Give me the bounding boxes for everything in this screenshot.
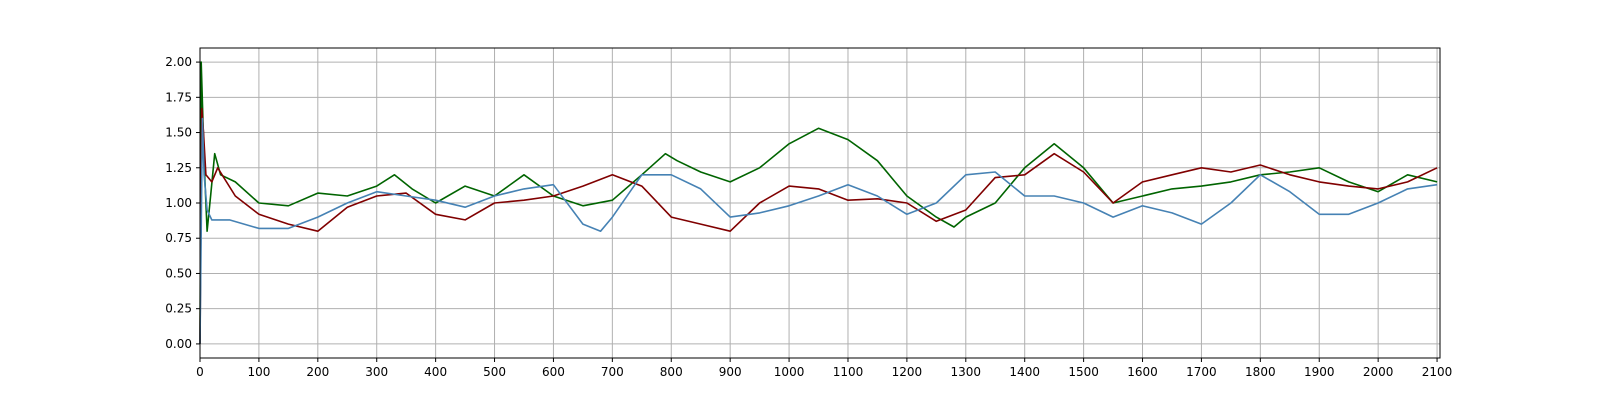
x-tick-label: 600 [542,365,565,379]
series-layer [199,61,1438,344]
x-tick-label: 1500 [1068,365,1099,379]
grid [199,48,1440,358]
x-tick-label: 900 [719,365,742,379]
x-tick-label: 1900 [1304,365,1335,379]
x-tick-label: 0 [196,365,204,379]
x-tick-label: 1700 [1186,365,1217,379]
x-tick-label: 2000 [1363,365,1394,379]
x-tick-label: 700 [601,365,624,379]
y-tick-label: 0.50 [165,266,192,280]
y-tick-label: 1.00 [165,196,192,210]
y-axis: 0.00 0.25 0.50 0.75 1.00 1.25 1.50 1.75 2.00 [165,55,200,351]
x-axis: 0 100 200 300 400 500 600 700 800 900 1000 1100 1200… [196,358,1452,379]
x-tick-label: 1300 [951,365,982,379]
y-tick-label: 0.00 [165,337,192,351]
x-tick-label: 400 [424,365,447,379]
y-tick-label: 0.25 [165,302,192,316]
y-tick-label: 1.25 [165,161,192,175]
y-tick-label: 0.75 [165,231,192,245]
series-line-3 [199,117,1438,344]
series-line-1 [199,61,1438,344]
x-tick-label: 1800 [1245,365,1276,379]
x-tick-label: 500 [483,365,506,379]
x-tick-label: 1000 [774,365,805,379]
x-tick-label: 1200 [892,365,923,379]
x-tick-label: 1100 [833,365,864,379]
y-tick-label: 1.50 [165,126,192,140]
x-tick-label: 1400 [1009,365,1040,379]
x-tick-label: 800 [660,365,683,379]
x-tick-label: 300 [365,365,388,379]
x-tick-label: 2100 [1422,365,1453,379]
x-tick-label: 200 [306,365,329,379]
series-line-2 [199,107,1438,344]
x-tick-label: 1600 [1127,365,1158,379]
x-tick-label: 100 [247,365,270,379]
y-tick-label: 1.75 [165,90,192,104]
y-tick-label: 2.00 [165,55,192,69]
